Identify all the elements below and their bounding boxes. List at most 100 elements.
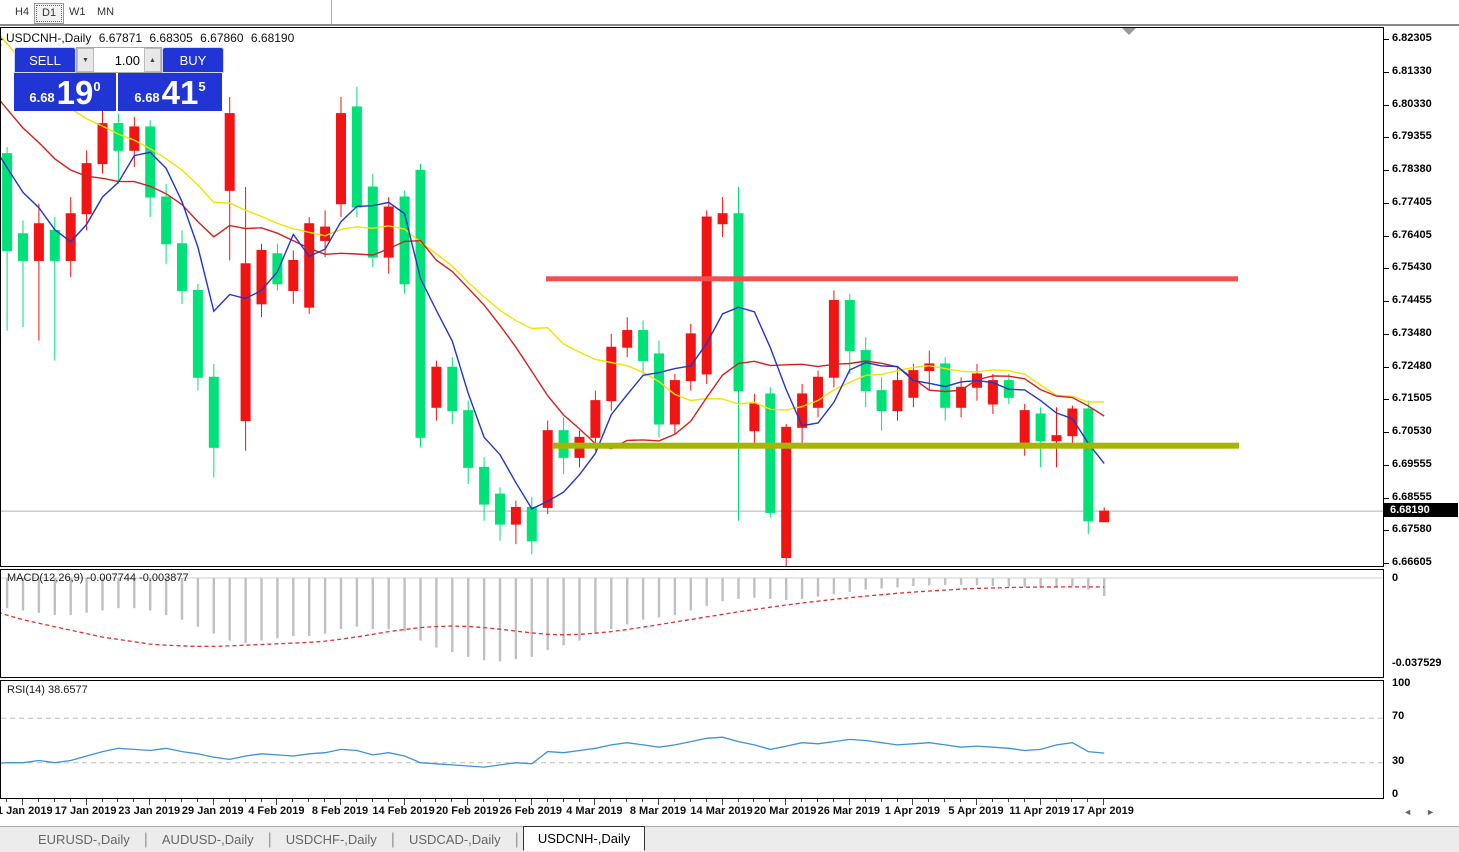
candle-26-Mar [844, 293, 855, 374]
candle-10-Jan [2, 146, 13, 331]
date-tick [324, 799, 326, 802]
date-tick [514, 799, 516, 802]
date-label: 14 Mar 2019 [690, 805, 753, 817]
macd-chart [1, 577, 1383, 662]
price-axis-tick [1384, 268, 1389, 270]
price-axis-tick [1384, 202, 1389, 204]
volume-input[interactable] [94, 48, 144, 72]
macd-hist-bar [785, 578, 788, 601]
date-tick [308, 799, 310, 802]
candle-28-Mar [876, 377, 887, 431]
main-chart-pane[interactable] [0, 27, 1384, 567]
date-tick [785, 799, 787, 805]
sell-button[interactable]: SELL [14, 47, 76, 73]
candle-4-Mar [590, 390, 601, 451]
candle-11-Feb [351, 86, 362, 218]
macd-hist-bar [37, 578, 41, 613]
candle-19-Feb [447, 357, 458, 424]
date-tick [705, 799, 707, 802]
date-label: 11 Apr 2019 [1009, 805, 1070, 817]
date-tick [6, 799, 8, 802]
date-label: 29 Jan 2019 [181, 805, 244, 817]
macd-hist-bar [1023, 578, 1026, 588]
price-axis-label: 6.79355 [1392, 130, 1432, 143]
price-axis-tick [1384, 399, 1389, 401]
date-tick [1007, 799, 1009, 802]
buy-price-box[interactable]: 6.68 41 5 [118, 73, 222, 111]
price-axis-tick [1384, 464, 1389, 466]
timeframe-h4[interactable]: H4 [15, 6, 30, 18]
date-tick [292, 799, 294, 802]
tab-usdchf[interactable]: USDCHF-,Daily [285, 832, 377, 847]
macd-hist-bar [467, 578, 470, 657]
macd-scale-top: 0 [1392, 572, 1399, 584]
tab-usdcad[interactable]: USDCAD-,Daily [408, 832, 501, 847]
macd-hist-bar [1087, 578, 1090, 590]
timeframe-d1[interactable]: D1 [34, 3, 65, 24]
macd-hist-bar [864, 578, 867, 590]
sell-price-box[interactable]: 6.68 19 0 [14, 73, 118, 111]
date-tick [721, 799, 723, 805]
volume-spinner: ▼ ▲ [76, 47, 162, 73]
price-axis-label: 6.75430 [1392, 261, 1432, 274]
price-axis-label: 6.67580 [1392, 523, 1432, 536]
chart-title: USDCNH-,Daily 6.67871 6.68305 6.67860 6.… [0, 31, 298, 46]
volume-decrement-button[interactable]: ▼ [77, 48, 94, 72]
macd-hist-bar [562, 578, 565, 646]
price-axis-tick [1384, 137, 1389, 139]
macd-hist-bar [1007, 578, 1010, 587]
date-tick [689, 799, 691, 802]
horizontal-scroll-arrows[interactable]: ◄► [1403, 807, 1449, 817]
chart-shift-marker-icon[interactable] [1122, 28, 1136, 35]
date-tick [928, 799, 930, 802]
timeframe-mn[interactable]: MN [97, 6, 115, 18]
ohlc-open: 6.67871 [98, 31, 143, 45]
candle-20-Feb [463, 400, 474, 485]
price-axis-label: 6.71505 [1392, 392, 1432, 405]
buy-button[interactable]: BUY [162, 47, 224, 73]
macd-hist-bar [530, 578, 533, 657]
tab-eurusd[interactable]: EURUSD-,Daily [38, 832, 130, 847]
price-axis-label: 6.77405 [1392, 195, 1432, 208]
candle-27-Mar [860, 337, 871, 408]
macd-hist-bar [133, 578, 136, 609]
candle-25-Mar [828, 290, 839, 388]
date-tick [22, 799, 23, 805]
date-label: 4 Mar 2019 [566, 805, 623, 817]
candle-13-Mar [701, 210, 712, 384]
candle-4-Feb [272, 243, 283, 291]
macd-hist-bar [657, 578, 661, 618]
candle-15-Mar [733, 187, 744, 521]
macd-hist-bar [705, 578, 708, 606]
date-tick [991, 799, 993, 802]
date-label: 11 Jan 2019 [0, 805, 53, 817]
macd-hist-bar [101, 578, 104, 611]
volume-increment-button[interactable]: ▲ [144, 48, 161, 72]
date-tick [944, 799, 946, 802]
macd-hist-bar [610, 578, 613, 630]
macd-hist-bar [944, 578, 947, 585]
date-tick [117, 799, 119, 802]
rsi-scale-label: 30 [1392, 754, 1405, 767]
macd-indicator-pane[interactable] [0, 569, 1384, 678]
price-axis-tick [1384, 170, 1389, 171]
price-axis-tick [1384, 333, 1389, 335]
macd-hist-bar [180, 578, 184, 620]
date-tick [960, 799, 962, 802]
date-tick [562, 799, 564, 802]
macd-hist-bar [196, 578, 200, 627]
candle-15-Jan [49, 217, 60, 361]
candle-1-Mar [574, 430, 585, 468]
date-tick [817, 799, 818, 802]
candle-25-Jan [177, 230, 187, 304]
date-tick [976, 799, 977, 805]
rsi-indicator-pane[interactable] [0, 680, 1384, 799]
date-tick [610, 799, 612, 802]
macd-hist-bar [260, 578, 263, 641]
tab-audusd[interactable]: AUDUSD-,Daily [161, 832, 254, 847]
tab-usdcnh[interactable]: USDCNH-,Daily [522, 826, 646, 851]
date-label: 1 Apr 2019 [884, 805, 941, 817]
timeframe-w1[interactable]: W1 [69, 6, 86, 18]
candle-1-Feb [256, 243, 267, 318]
